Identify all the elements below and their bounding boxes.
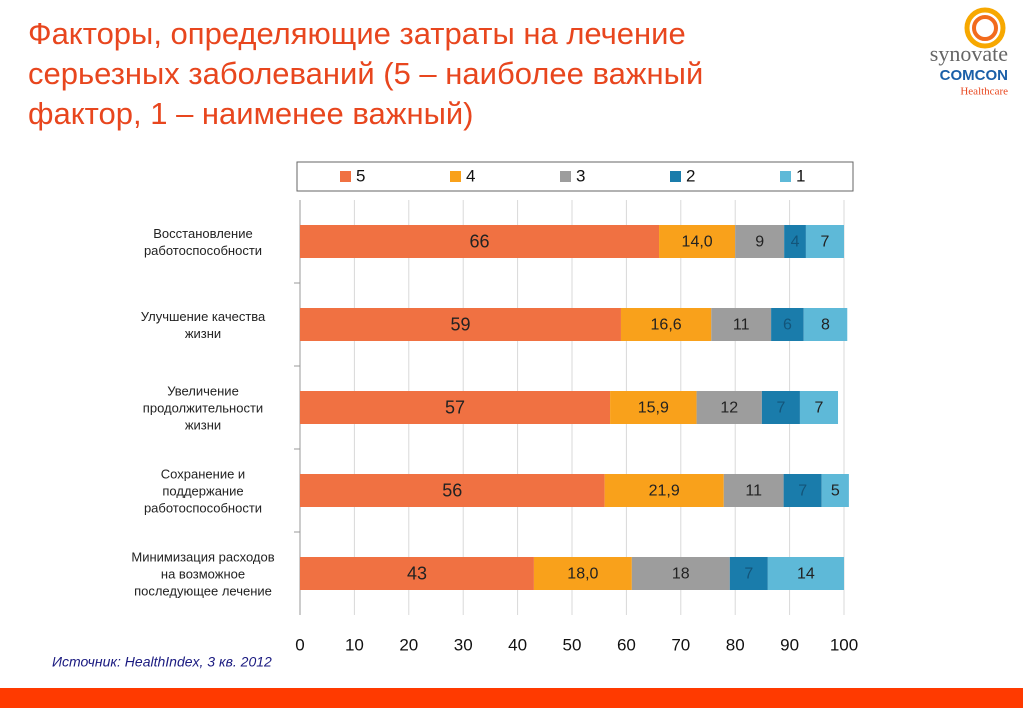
legend-box: [296, 161, 854, 192]
y-tick-label: Минимизация расходов на возможное послед…: [131, 549, 275, 598]
legend-swatch: [560, 171, 571, 182]
x-tick-label: 90: [780, 635, 799, 654]
bar-segment: [300, 557, 534, 590]
bar-segment: [767, 557, 844, 590]
data-label: 7: [815, 400, 824, 417]
data-label: 7: [744, 566, 753, 583]
data-label: 16,6: [651, 317, 682, 334]
data-label: 7: [776, 400, 785, 417]
bar-segment: [659, 225, 736, 258]
legend-label: 5: [356, 166, 365, 185]
bar-segment: [729, 557, 768, 590]
bar-segment: [610, 391, 697, 424]
bar-segment: [300, 225, 660, 258]
bar-segment: [300, 474, 605, 507]
bar-segment: [821, 474, 849, 507]
bar-segment: [620, 308, 712, 341]
legend-label: 2: [686, 166, 695, 185]
data-label: 4: [791, 234, 800, 251]
y-tick-label: Восстановление работоспособности: [143, 225, 263, 258]
y-tick-label: Улучшение качества жизни: [140, 308, 266, 341]
x-tick-label: 80: [726, 635, 745, 654]
bar-segment: [761, 391, 800, 424]
x-tick-label: 70: [671, 635, 690, 654]
bar-segment: [533, 557, 632, 590]
data-label: 9: [755, 234, 764, 251]
bar-segment: [799, 391, 839, 424]
data-label: 12: [720, 400, 738, 417]
x-tick-label: 0: [295, 635, 304, 654]
data-label: 14,0: [682, 234, 713, 251]
x-tick-label: 60: [617, 635, 636, 654]
data-label: 11: [745, 483, 762, 500]
data-label: 6: [783, 317, 792, 334]
data-label: 21,9: [649, 483, 680, 500]
x-tick-label: 40: [508, 635, 527, 654]
logo-unit: Healthcare: [960, 86, 1008, 98]
data-label: 18: [672, 566, 690, 583]
legend-label: 3: [576, 166, 585, 185]
bar-segment: [300, 308, 621, 341]
slide-title: Факторы, определяющие затраты на лечение…: [28, 16, 704, 131]
legend-label: 4: [466, 166, 475, 185]
logo: synovate COMCON Healthcare: [930, 7, 1008, 98]
bar-segment: [631, 557, 730, 590]
logo-brand: synovate: [930, 41, 1008, 66]
bar-segment: [784, 225, 806, 258]
data-label: 43: [407, 563, 427, 583]
bar-segment: [604, 474, 724, 507]
legend-swatch: [670, 171, 681, 182]
x-tick-label: 20: [399, 635, 418, 654]
bar-segment: [723, 474, 784, 507]
x-tick-label: 30: [454, 635, 473, 654]
data-label: 5: [831, 483, 840, 500]
data-label: 66: [470, 231, 490, 251]
footer-band: [0, 688, 1023, 708]
data-label: 57: [445, 397, 465, 417]
data-label: 7: [798, 483, 807, 500]
logo-ring: [964, 7, 1006, 49]
bar-segment: [711, 308, 772, 341]
data-label: 56: [442, 480, 462, 500]
y-tick-label: Сохранение и поддержание работоспособнос…: [143, 466, 263, 515]
x-tick-label: 50: [563, 635, 582, 654]
legend-label: 1: [796, 166, 805, 185]
x-tick-label: 100: [830, 635, 858, 654]
source: Источник: HealthIndex, 3 кв. 2012: [52, 654, 272, 670]
y-tick-label: Увеличение продолжительности жизни: [142, 383, 264, 432]
bar-segment: [735, 225, 785, 258]
bar-segment: [696, 391, 762, 424]
logo-sub: COMCON: [940, 67, 1008, 84]
bar-segment: [805, 225, 844, 258]
data-label: 14: [797, 566, 815, 583]
x-tick-label: 10: [345, 635, 364, 654]
bar-segment: [783, 474, 822, 507]
bar-segment: [771, 308, 804, 341]
legend-swatch: [340, 171, 351, 182]
data-label: 15,9: [638, 400, 669, 417]
data-label: 18,0: [567, 566, 598, 583]
data-label: 11: [733, 317, 750, 334]
data-label: 8: [821, 317, 830, 334]
legend-swatch: [780, 171, 791, 182]
data-label: 7: [821, 234, 830, 251]
data-label: 59: [450, 314, 470, 334]
bar-segment: [803, 308, 848, 341]
legend-swatch: [450, 171, 461, 182]
logo-ring: [972, 15, 998, 41]
bar-segment: [300, 391, 611, 424]
